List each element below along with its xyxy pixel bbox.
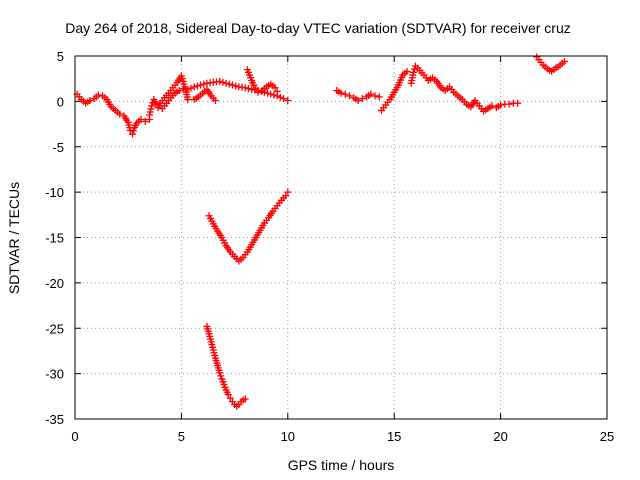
data-point [226,394,234,402]
series-arc-2 [145,72,192,119]
series-arc-10 [407,62,522,115]
data-point [284,188,292,196]
axis-ticks: 0 5 10 15 20 25 5 0 -5 -10 -15 -20 -25 -30 -35 [45,49,614,444]
data-point [273,87,281,95]
data-point [137,116,145,124]
data-point [217,372,225,380]
data-point [222,79,230,87]
data-point [358,95,366,103]
x-tick-label: 5 [178,429,185,444]
y-tick-label: -10 [45,185,64,200]
data-point [371,92,379,100]
data-point [187,84,195,92]
data-point [264,89,272,97]
data-point [148,102,156,110]
data-point [197,81,205,89]
data-point [341,90,349,98]
data-point [175,86,183,94]
y-tick-label: -15 [45,231,64,246]
data-point [94,91,102,99]
series-arc-9 [377,67,411,114]
data-point [184,86,192,94]
y-tick-label: -25 [45,321,64,336]
data-point [152,100,160,108]
series-arc-11 [533,53,568,75]
series-arc-7 [203,322,249,410]
data-point [241,395,249,403]
data-point [282,192,290,200]
x-tick-label: 10 [281,429,295,444]
series-arc-5 [243,66,281,96]
data-point [128,130,136,138]
data-point [409,68,417,76]
data-point [505,100,513,108]
data-point [346,92,354,100]
data-point [224,390,232,398]
y-tick-label: -35 [45,412,64,427]
x-tick-label: 0 [71,429,78,444]
data-point [145,111,153,119]
y-axis-label: SDTVAR / TECUs [6,182,22,294]
y-tick-label: -5 [52,140,64,155]
data-point [271,84,279,92]
data-point [216,77,224,85]
data-point [488,102,496,110]
series-arc-4 [190,86,219,104]
x-tick-label: 15 [387,429,401,444]
data-point [219,78,227,86]
grid-lines [75,56,607,419]
data-point [410,65,418,73]
data-point [244,85,252,93]
data-point [267,90,275,98]
series-arc-3 [158,77,292,113]
series-arc-8 [333,86,383,104]
x-tick-label: 20 [493,429,507,444]
data-point [403,67,411,75]
data-point [254,88,262,96]
data-point [130,127,138,135]
y-tick-label: 0 [57,94,64,109]
plot-area-frame [74,55,608,420]
data-point [147,105,155,113]
data-point [280,95,288,103]
data-point [514,99,522,107]
data-point [200,80,208,88]
data-point [354,96,362,104]
data-point [337,89,345,97]
data-point [184,96,192,104]
data-point [270,91,278,99]
data-point [497,101,505,109]
data-point [146,108,154,116]
data-point [232,82,240,90]
data-point [190,83,198,91]
data-point [141,117,149,125]
data-point [216,369,224,377]
data-point [252,85,260,93]
data-point [228,81,236,89]
data-series [73,53,568,410]
x-tick-label: 25 [600,429,614,444]
y-tick-label: -20 [45,276,64,291]
data-point [225,80,233,88]
data-point [211,96,219,104]
chart-title: Day 264 of 2018, Sidereal Day-to-day VTE… [65,20,571,36]
data-point [116,110,124,118]
data-point [193,82,201,90]
series-arc-1 [73,90,153,138]
data-point [284,96,292,104]
data-point [276,93,284,101]
y-tick-label: 5 [57,49,64,64]
x-axis-label: GPS time / hours [288,457,395,473]
data-point [180,85,188,93]
data-point [560,57,568,65]
data-point [86,96,94,104]
data-point [367,90,375,98]
series-arc-6 [205,188,292,265]
y-tick-label: -30 [45,367,64,382]
data-point [250,81,258,89]
data-point [375,93,383,101]
data-point [241,84,249,92]
